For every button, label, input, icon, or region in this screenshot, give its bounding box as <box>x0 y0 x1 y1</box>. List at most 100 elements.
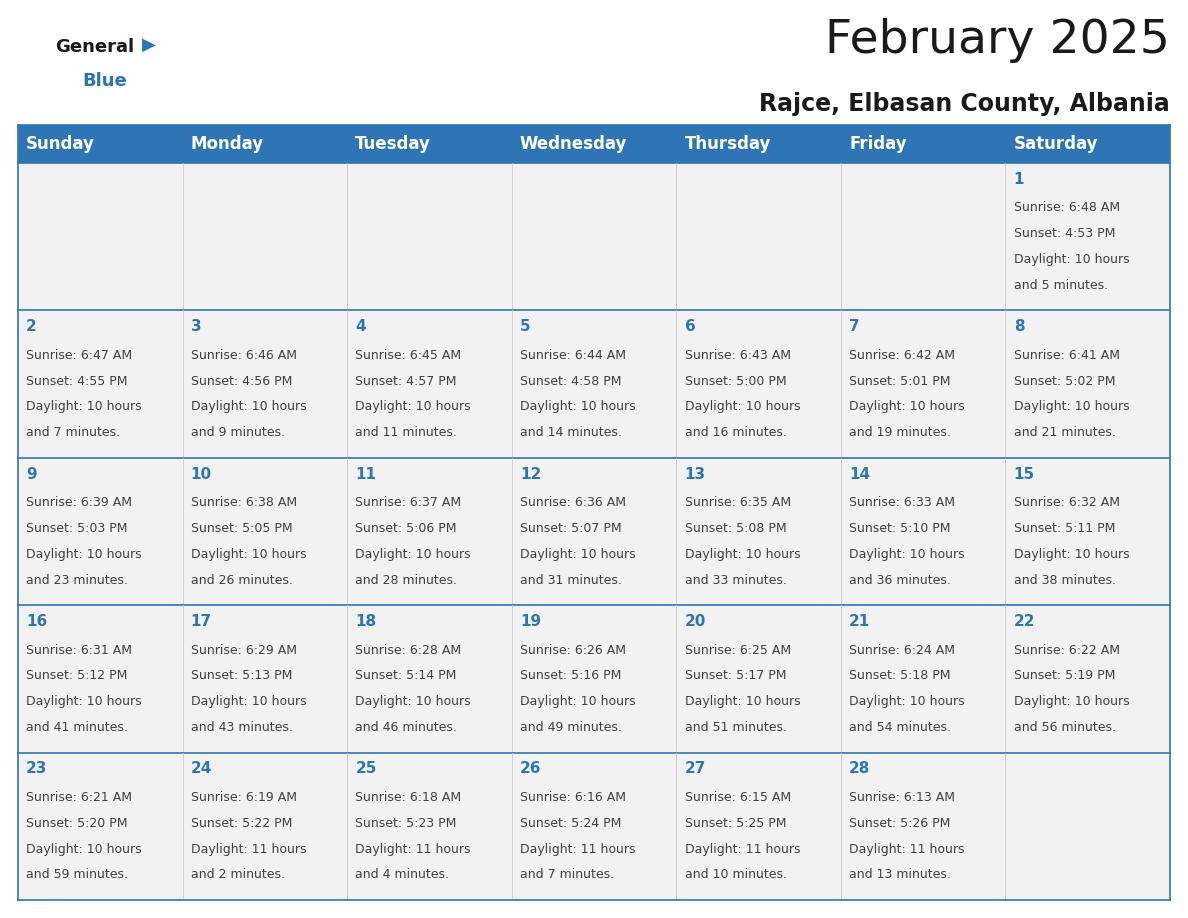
Text: ▶: ▶ <box>143 36 156 54</box>
Text: Sunrise: 6:44 AM: Sunrise: 6:44 AM <box>520 349 626 362</box>
Text: and 41 minutes.: and 41 minutes. <box>26 721 128 733</box>
Text: 13: 13 <box>684 466 706 482</box>
Text: and 49 minutes.: and 49 minutes. <box>520 721 621 733</box>
Text: Daylight: 11 hours: Daylight: 11 hours <box>684 843 800 856</box>
Text: Sunrise: 6:29 AM: Sunrise: 6:29 AM <box>191 644 297 656</box>
Bar <box>676 458 841 605</box>
Bar <box>512 458 676 605</box>
Text: Daylight: 10 hours: Daylight: 10 hours <box>355 695 470 708</box>
Text: Daylight: 11 hours: Daylight: 11 hours <box>520 843 636 856</box>
Text: and 7 minutes.: and 7 minutes. <box>26 426 120 439</box>
Text: and 10 minutes.: and 10 minutes. <box>684 868 786 881</box>
Text: Sunrise: 6:21 AM: Sunrise: 6:21 AM <box>26 791 132 804</box>
Text: Sunset: 5:25 PM: Sunset: 5:25 PM <box>684 817 786 830</box>
Bar <box>18 125 1170 163</box>
Bar <box>676 163 841 310</box>
Text: Sunrise: 6:16 AM: Sunrise: 6:16 AM <box>520 791 626 804</box>
Text: Sunset: 4:53 PM: Sunset: 4:53 PM <box>1013 227 1116 241</box>
Bar <box>841 458 1005 605</box>
Text: Sunset: 5:00 PM: Sunset: 5:00 PM <box>684 375 786 387</box>
Text: Daylight: 10 hours: Daylight: 10 hours <box>26 548 141 561</box>
Text: 22: 22 <box>1013 614 1035 629</box>
Text: Wednesday: Wednesday <box>520 135 627 153</box>
Text: and 56 minutes.: and 56 minutes. <box>1013 721 1116 733</box>
Text: Sunrise: 6:19 AM: Sunrise: 6:19 AM <box>191 791 297 804</box>
Bar <box>841 310 1005 458</box>
Text: Sunrise: 6:25 AM: Sunrise: 6:25 AM <box>684 644 791 656</box>
Text: Sunset: 5:19 PM: Sunset: 5:19 PM <box>1013 669 1116 682</box>
Text: Daylight: 11 hours: Daylight: 11 hours <box>191 843 307 856</box>
Text: Daylight: 10 hours: Daylight: 10 hours <box>684 695 801 708</box>
Text: Daylight: 10 hours: Daylight: 10 hours <box>1013 548 1130 561</box>
Text: and 5 minutes.: and 5 minutes. <box>1013 279 1107 292</box>
Text: 19: 19 <box>520 614 541 629</box>
Bar <box>347 458 512 605</box>
Text: Sunrise: 6:42 AM: Sunrise: 6:42 AM <box>849 349 955 362</box>
Text: and 36 minutes.: and 36 minutes. <box>849 574 950 587</box>
Text: 3: 3 <box>191 319 202 334</box>
Text: Daylight: 10 hours: Daylight: 10 hours <box>191 400 307 413</box>
Text: Sunset: 5:06 PM: Sunset: 5:06 PM <box>355 522 457 535</box>
Text: Daylight: 10 hours: Daylight: 10 hours <box>1013 695 1130 708</box>
Text: Sunrise: 6:31 AM: Sunrise: 6:31 AM <box>26 644 132 656</box>
Text: and 16 minutes.: and 16 minutes. <box>684 426 786 439</box>
Bar <box>676 310 841 458</box>
Text: February 2025: February 2025 <box>826 18 1170 63</box>
Text: 15: 15 <box>1013 466 1035 482</box>
Text: Sunset: 5:23 PM: Sunset: 5:23 PM <box>355 817 456 830</box>
Text: Sunrise: 6:24 AM: Sunrise: 6:24 AM <box>849 644 955 656</box>
Text: Sunset: 4:57 PM: Sunset: 4:57 PM <box>355 375 457 387</box>
Text: Sunrise: 6:15 AM: Sunrise: 6:15 AM <box>684 791 791 804</box>
Text: and 4 minutes.: and 4 minutes. <box>355 868 449 881</box>
Text: and 31 minutes.: and 31 minutes. <box>520 574 621 587</box>
Bar <box>1005 458 1170 605</box>
Text: Sunset: 5:11 PM: Sunset: 5:11 PM <box>1013 522 1116 535</box>
Text: Sunset: 5:14 PM: Sunset: 5:14 PM <box>355 669 456 682</box>
Text: Sunrise: 6:46 AM: Sunrise: 6:46 AM <box>191 349 297 362</box>
Text: Sunset: 5:24 PM: Sunset: 5:24 PM <box>520 817 621 830</box>
Text: Daylight: 11 hours: Daylight: 11 hours <box>849 843 965 856</box>
Text: Sunset: 5:07 PM: Sunset: 5:07 PM <box>520 522 621 535</box>
Bar <box>347 310 512 458</box>
Text: 8: 8 <box>1013 319 1024 334</box>
Text: Sunset: 5:18 PM: Sunset: 5:18 PM <box>849 669 950 682</box>
Text: 27: 27 <box>684 761 706 777</box>
Bar <box>347 605 512 753</box>
Text: Blue: Blue <box>82 72 127 90</box>
Text: and 43 minutes.: and 43 minutes. <box>191 721 292 733</box>
Text: Daylight: 10 hours: Daylight: 10 hours <box>355 400 470 413</box>
Text: Daylight: 10 hours: Daylight: 10 hours <box>191 695 307 708</box>
Bar <box>512 163 676 310</box>
Text: Daylight: 10 hours: Daylight: 10 hours <box>684 400 801 413</box>
Bar <box>1005 753 1170 900</box>
Text: 12: 12 <box>520 466 542 482</box>
Text: Sunrise: 6:22 AM: Sunrise: 6:22 AM <box>1013 644 1119 656</box>
Text: Sunrise: 6:36 AM: Sunrise: 6:36 AM <box>520 496 626 509</box>
Text: 4: 4 <box>355 319 366 334</box>
Text: Sunset: 5:03 PM: Sunset: 5:03 PM <box>26 522 128 535</box>
Text: Daylight: 11 hours: Daylight: 11 hours <box>355 843 470 856</box>
Text: 14: 14 <box>849 466 871 482</box>
Text: and 26 minutes.: and 26 minutes. <box>191 574 292 587</box>
Text: Thursday: Thursday <box>684 135 771 153</box>
Text: Sunrise: 6:26 AM: Sunrise: 6:26 AM <box>520 644 626 656</box>
Bar <box>676 605 841 753</box>
Text: Sunset: 5:10 PM: Sunset: 5:10 PM <box>849 522 950 535</box>
Text: 2: 2 <box>26 319 37 334</box>
Text: and 46 minutes.: and 46 minutes. <box>355 721 457 733</box>
Text: 21: 21 <box>849 614 871 629</box>
Text: 28: 28 <box>849 761 871 777</box>
Text: Sunday: Sunday <box>26 135 95 153</box>
Text: 9: 9 <box>26 466 37 482</box>
Text: Daylight: 10 hours: Daylight: 10 hours <box>520 548 636 561</box>
Text: and 54 minutes.: and 54 minutes. <box>849 721 952 733</box>
Text: Sunrise: 6:48 AM: Sunrise: 6:48 AM <box>1013 201 1120 214</box>
Text: Daylight: 10 hours: Daylight: 10 hours <box>849 695 965 708</box>
Text: Sunset: 5:22 PM: Sunset: 5:22 PM <box>191 817 292 830</box>
Bar <box>1005 605 1170 753</box>
Text: Sunrise: 6:43 AM: Sunrise: 6:43 AM <box>684 349 790 362</box>
Text: Daylight: 10 hours: Daylight: 10 hours <box>1013 253 1130 266</box>
Text: 7: 7 <box>849 319 860 334</box>
Bar <box>347 163 512 310</box>
Text: Sunset: 4:58 PM: Sunset: 4:58 PM <box>520 375 621 387</box>
